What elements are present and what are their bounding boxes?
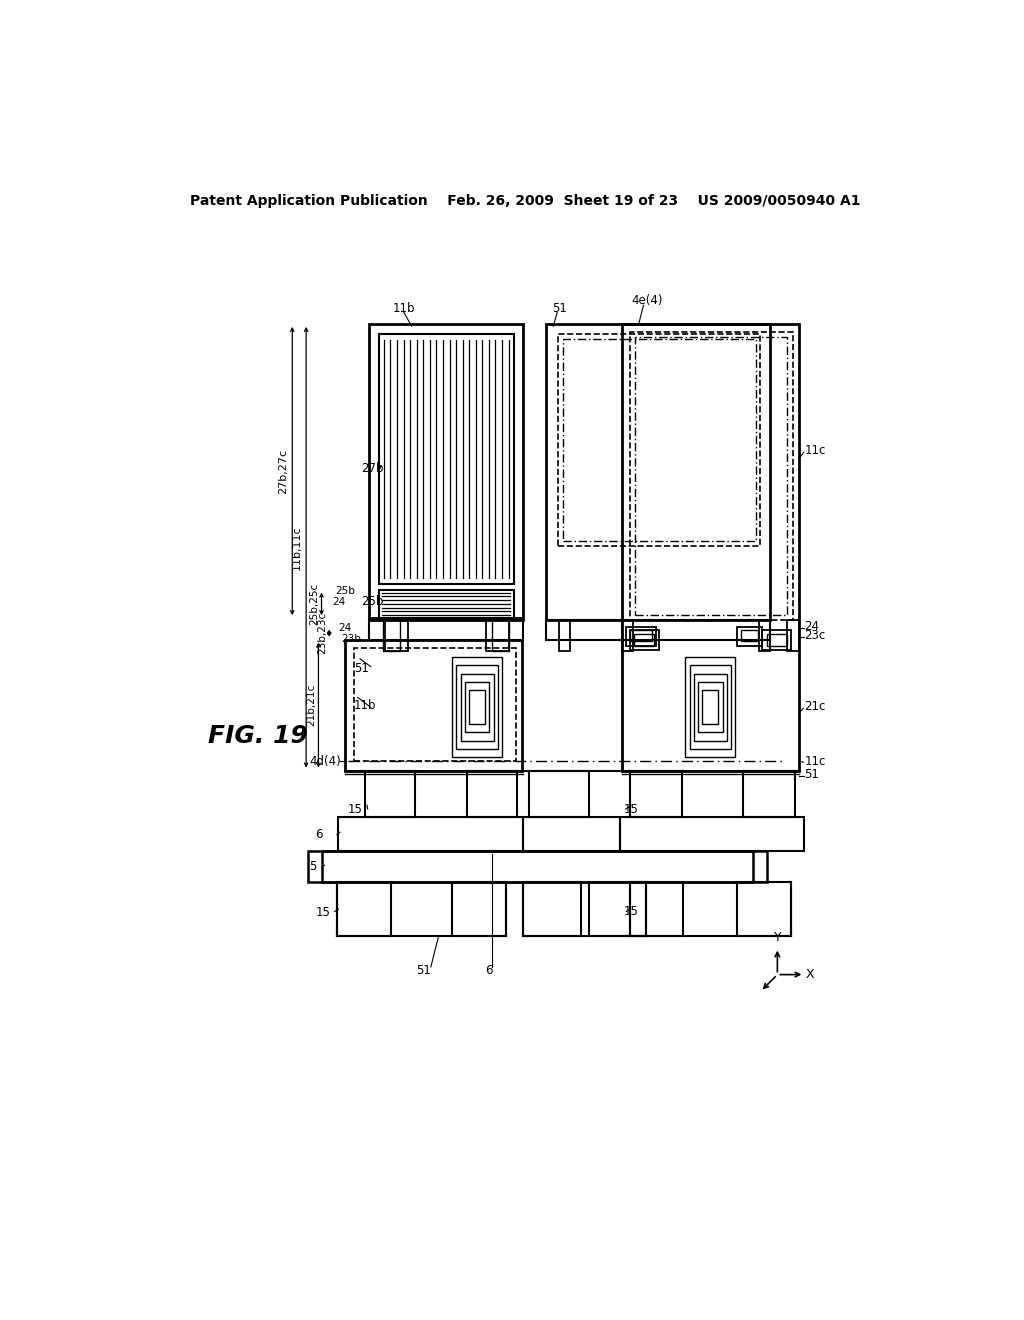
Text: Y: Y <box>773 931 781 944</box>
Bar <box>742 771 795 817</box>
Bar <box>523 882 581 936</box>
Bar <box>787 620 799 651</box>
Text: 51: 51 <box>804 768 819 781</box>
Text: 5: 5 <box>309 861 316 874</box>
Text: 11c: 11c <box>804 445 825 458</box>
Bar <box>635 337 787 615</box>
Bar <box>379 334 514 585</box>
Bar <box>322 851 753 882</box>
Bar <box>457 665 498 748</box>
Bar <box>759 620 770 651</box>
Bar <box>767 635 786 645</box>
Bar <box>741 631 758 642</box>
Bar <box>529 771 590 817</box>
Bar <box>307 851 767 882</box>
Bar <box>453 882 506 936</box>
Bar <box>762 631 792 651</box>
Bar <box>385 620 408 651</box>
Text: 25b: 25b <box>361 595 384 609</box>
Text: 24: 24 <box>339 623 351 634</box>
Text: 15: 15 <box>315 907 330 920</box>
Bar <box>486 620 509 651</box>
Bar <box>737 627 762 645</box>
Text: 21b,21c: 21b,21c <box>306 684 316 726</box>
Bar <box>694 673 727 741</box>
Text: 51: 51 <box>354 663 369 676</box>
Bar <box>461 673 494 741</box>
Text: 15: 15 <box>624 906 638 917</box>
Text: 15: 15 <box>348 803 362 816</box>
Bar <box>589 882 646 936</box>
Bar <box>630 631 658 651</box>
Bar <box>383 618 400 651</box>
Text: 24: 24 <box>333 597 345 607</box>
Bar <box>630 771 682 817</box>
Text: 11b: 11b <box>392 302 415 315</box>
Bar <box>379 590 514 618</box>
Text: 11b,11c: 11b,11c <box>292 525 302 569</box>
Bar <box>469 690 485 723</box>
Bar <box>630 331 793 620</box>
Bar <box>630 882 683 936</box>
Text: 51: 51 <box>416 964 431 977</box>
Bar <box>370 323 523 620</box>
Bar <box>366 771 416 817</box>
Bar <box>465 682 489 733</box>
Bar <box>622 323 799 771</box>
Text: 6: 6 <box>484 964 493 977</box>
Bar <box>634 635 654 645</box>
Bar <box>339 817 523 851</box>
Bar <box>370 618 523 640</box>
Bar <box>370 620 523 640</box>
Bar <box>563 339 756 541</box>
Text: 25b,25c: 25b,25c <box>309 582 319 624</box>
Bar <box>523 817 620 851</box>
Text: 23b: 23b <box>341 634 360 644</box>
Bar <box>631 631 652 642</box>
Text: 4d(4): 4d(4) <box>309 755 341 768</box>
Bar <box>467 771 517 817</box>
Bar <box>702 690 719 723</box>
Bar <box>689 665 731 748</box>
Text: 23b,23c: 23b,23c <box>316 611 327 653</box>
Bar <box>685 656 735 758</box>
Text: 11c: 11c <box>804 755 825 768</box>
Bar <box>337 882 391 936</box>
Text: 11b: 11b <box>354 698 377 711</box>
Bar <box>452 656 502 758</box>
Bar <box>737 882 792 936</box>
Text: 24: 24 <box>804 620 819 634</box>
Text: 23c: 23c <box>804 630 825 643</box>
Text: 25b: 25b <box>336 586 355 597</box>
Text: 51: 51 <box>553 302 567 315</box>
Bar <box>698 682 723 733</box>
Text: 27b: 27b <box>361 462 384 475</box>
Bar <box>345 640 521 771</box>
Text: 4e(4): 4e(4) <box>631 294 663 308</box>
Bar <box>547 620 770 640</box>
Text: 27b,27c: 27b,27c <box>279 449 289 494</box>
Text: 21c: 21c <box>804 700 825 713</box>
Text: 15: 15 <box>624 803 638 816</box>
Text: X: X <box>806 968 814 981</box>
Bar <box>493 618 509 651</box>
Text: 6: 6 <box>315 828 323 841</box>
Bar <box>620 817 804 851</box>
Bar <box>354 648 515 762</box>
Text: FIG. 19: FIG. 19 <box>208 723 307 748</box>
Bar <box>626 627 656 645</box>
Bar <box>558 334 761 545</box>
Bar <box>559 620 570 651</box>
Bar <box>547 323 770 620</box>
Bar <box>622 620 634 651</box>
Text: Patent Application Publication    Feb. 26, 2009  Sheet 19 of 23    US 2009/00509: Patent Application Publication Feb. 26, … <box>189 194 860 207</box>
